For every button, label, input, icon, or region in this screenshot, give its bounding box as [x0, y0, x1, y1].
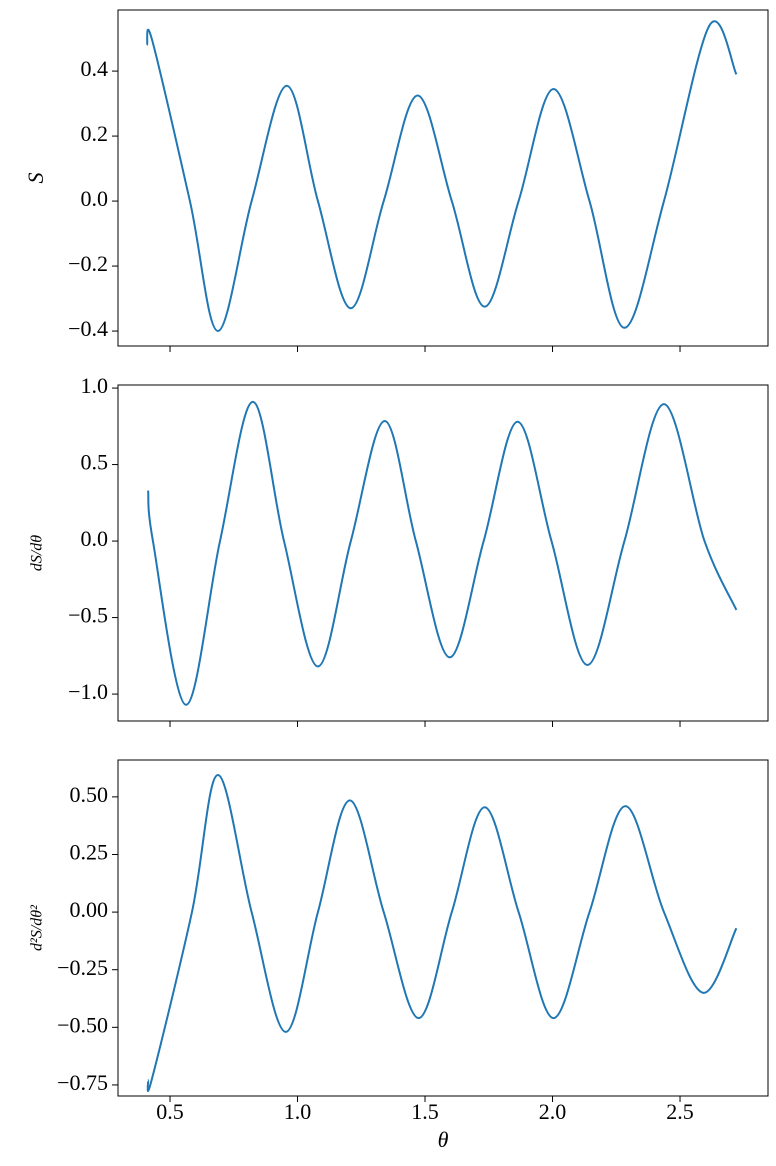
axes-frame — [117, 9, 769, 347]
y-tick-label: 0.25 — [70, 840, 109, 865]
y-tick-label: −0.25 — [57, 955, 108, 980]
y-tick-label: −0.5 — [68, 603, 108, 628]
y-axis-label: d²S/dθ² — [29, 904, 46, 951]
x-tick-label: 1.5 — [411, 1099, 439, 1124]
y-tick-label: 0.00 — [70, 897, 109, 922]
y-axis-label: dS/dθ — [29, 535, 46, 571]
x-tick-label: 1.0 — [284, 1099, 312, 1124]
y-tick-label: −0.2 — [68, 251, 108, 276]
y-tick-label: 0.50 — [70, 782, 109, 807]
x-axis-label: θ — [438, 1127, 449, 1152]
line-series — [146, 20, 738, 333]
y-tick-label: −0.4 — [68, 316, 108, 341]
line-series — [146, 773, 738, 1092]
line-series — [147, 400, 738, 706]
y-tick-label: 0.5 — [81, 450, 109, 475]
y-tick-label: 0.0 — [81, 186, 109, 211]
y-axis-label: S — [23, 173, 48, 184]
y-tick-label: 1.0 — [81, 373, 109, 398]
x-tick-label: 2.0 — [539, 1099, 567, 1124]
x-tick-label: 0.5 — [156, 1099, 184, 1124]
y-tick-label: −0.50 — [57, 1012, 108, 1037]
y-tick-label: 0.4 — [81, 56, 109, 81]
y-tick-label: −0.75 — [57, 1070, 108, 1095]
y-tick-label: −1.0 — [68, 679, 108, 704]
axes-frame — [117, 759, 769, 1097]
axes-frame — [117, 384, 769, 722]
x-tick-label: 2.5 — [666, 1099, 694, 1124]
y-tick-label: 0.2 — [81, 121, 109, 146]
y-tick-label: 0.0 — [81, 526, 109, 551]
